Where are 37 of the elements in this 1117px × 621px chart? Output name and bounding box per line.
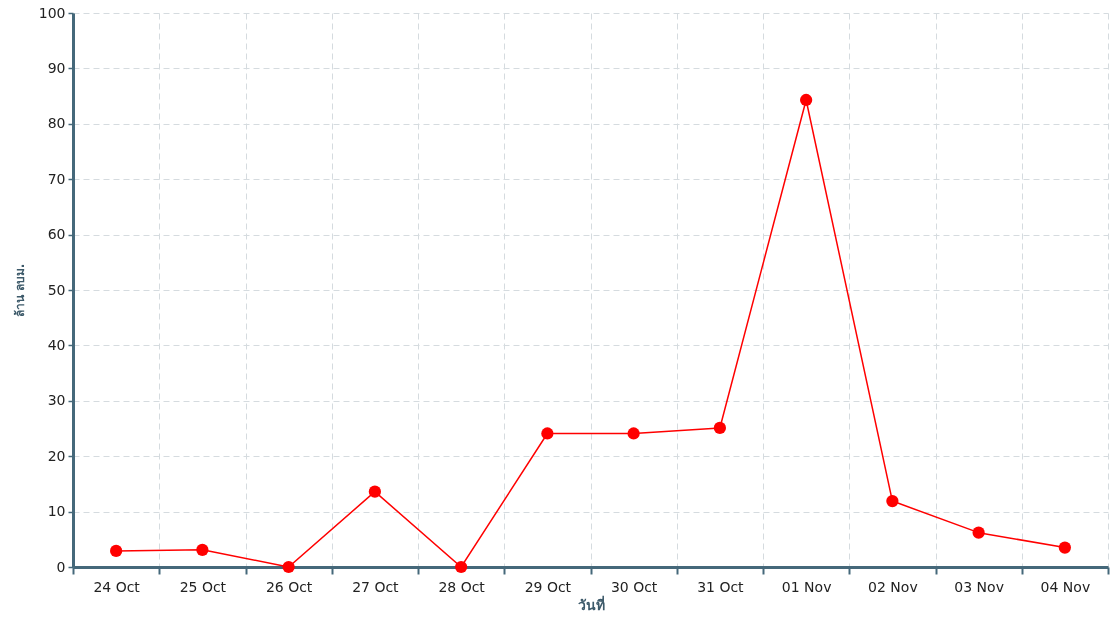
x-tick-label: 30 Oct	[610, 578, 658, 595]
point	[368, 485, 381, 498]
x-tick-label: 24 Oct	[93, 578, 141, 595]
x-tick-label: 01 Nov	[781, 578, 832, 595]
y-tick-label: 10	[47, 503, 66, 520]
y-tick-label: 70	[47, 170, 66, 187]
x-tick-label: 27 Oct	[352, 578, 400, 595]
y-tick-label: 20	[47, 447, 66, 464]
point	[713, 421, 726, 435]
y-tick-label: 80	[47, 115, 66, 132]
point	[541, 427, 554, 440]
x-tick-label: 31 Oct	[697, 578, 745, 595]
y-tick-label: 50	[47, 281, 66, 298]
x-tick-label: 29 Oct	[524, 578, 572, 595]
point	[196, 543, 209, 556]
x-tick-label: 26 Oct	[265, 578, 313, 595]
point	[282, 560, 295, 574]
y-axis-title: ล้าน ลบม.	[12, 263, 27, 318]
x-tick-label: 04 Nov	[1040, 578, 1091, 595]
y-tick-label: 90	[47, 59, 66, 76]
point	[627, 427, 640, 440]
point	[455, 560, 468, 574]
point	[800, 93, 813, 107]
x-tick-label: 28 Oct	[438, 578, 486, 595]
point	[110, 544, 123, 558]
point	[972, 526, 985, 539]
y-tick-label: 30	[47, 392, 66, 409]
y-tick-label: 100	[38, 4, 66, 21]
x-tick-label: 25 Oct	[179, 578, 227, 595]
x-axis-title: วันที่	[577, 594, 605, 613]
x-tick-label: 03 Nov	[954, 578, 1004, 595]
x-tick-label: 02 Nov	[868, 578, 918, 595]
point	[1058, 541, 1071, 554]
y-tick-label: 40	[47, 336, 66, 353]
y-tick-label: 60	[47, 226, 66, 243]
point	[886, 494, 899, 508]
y-tick-label: 0	[56, 558, 66, 575]
